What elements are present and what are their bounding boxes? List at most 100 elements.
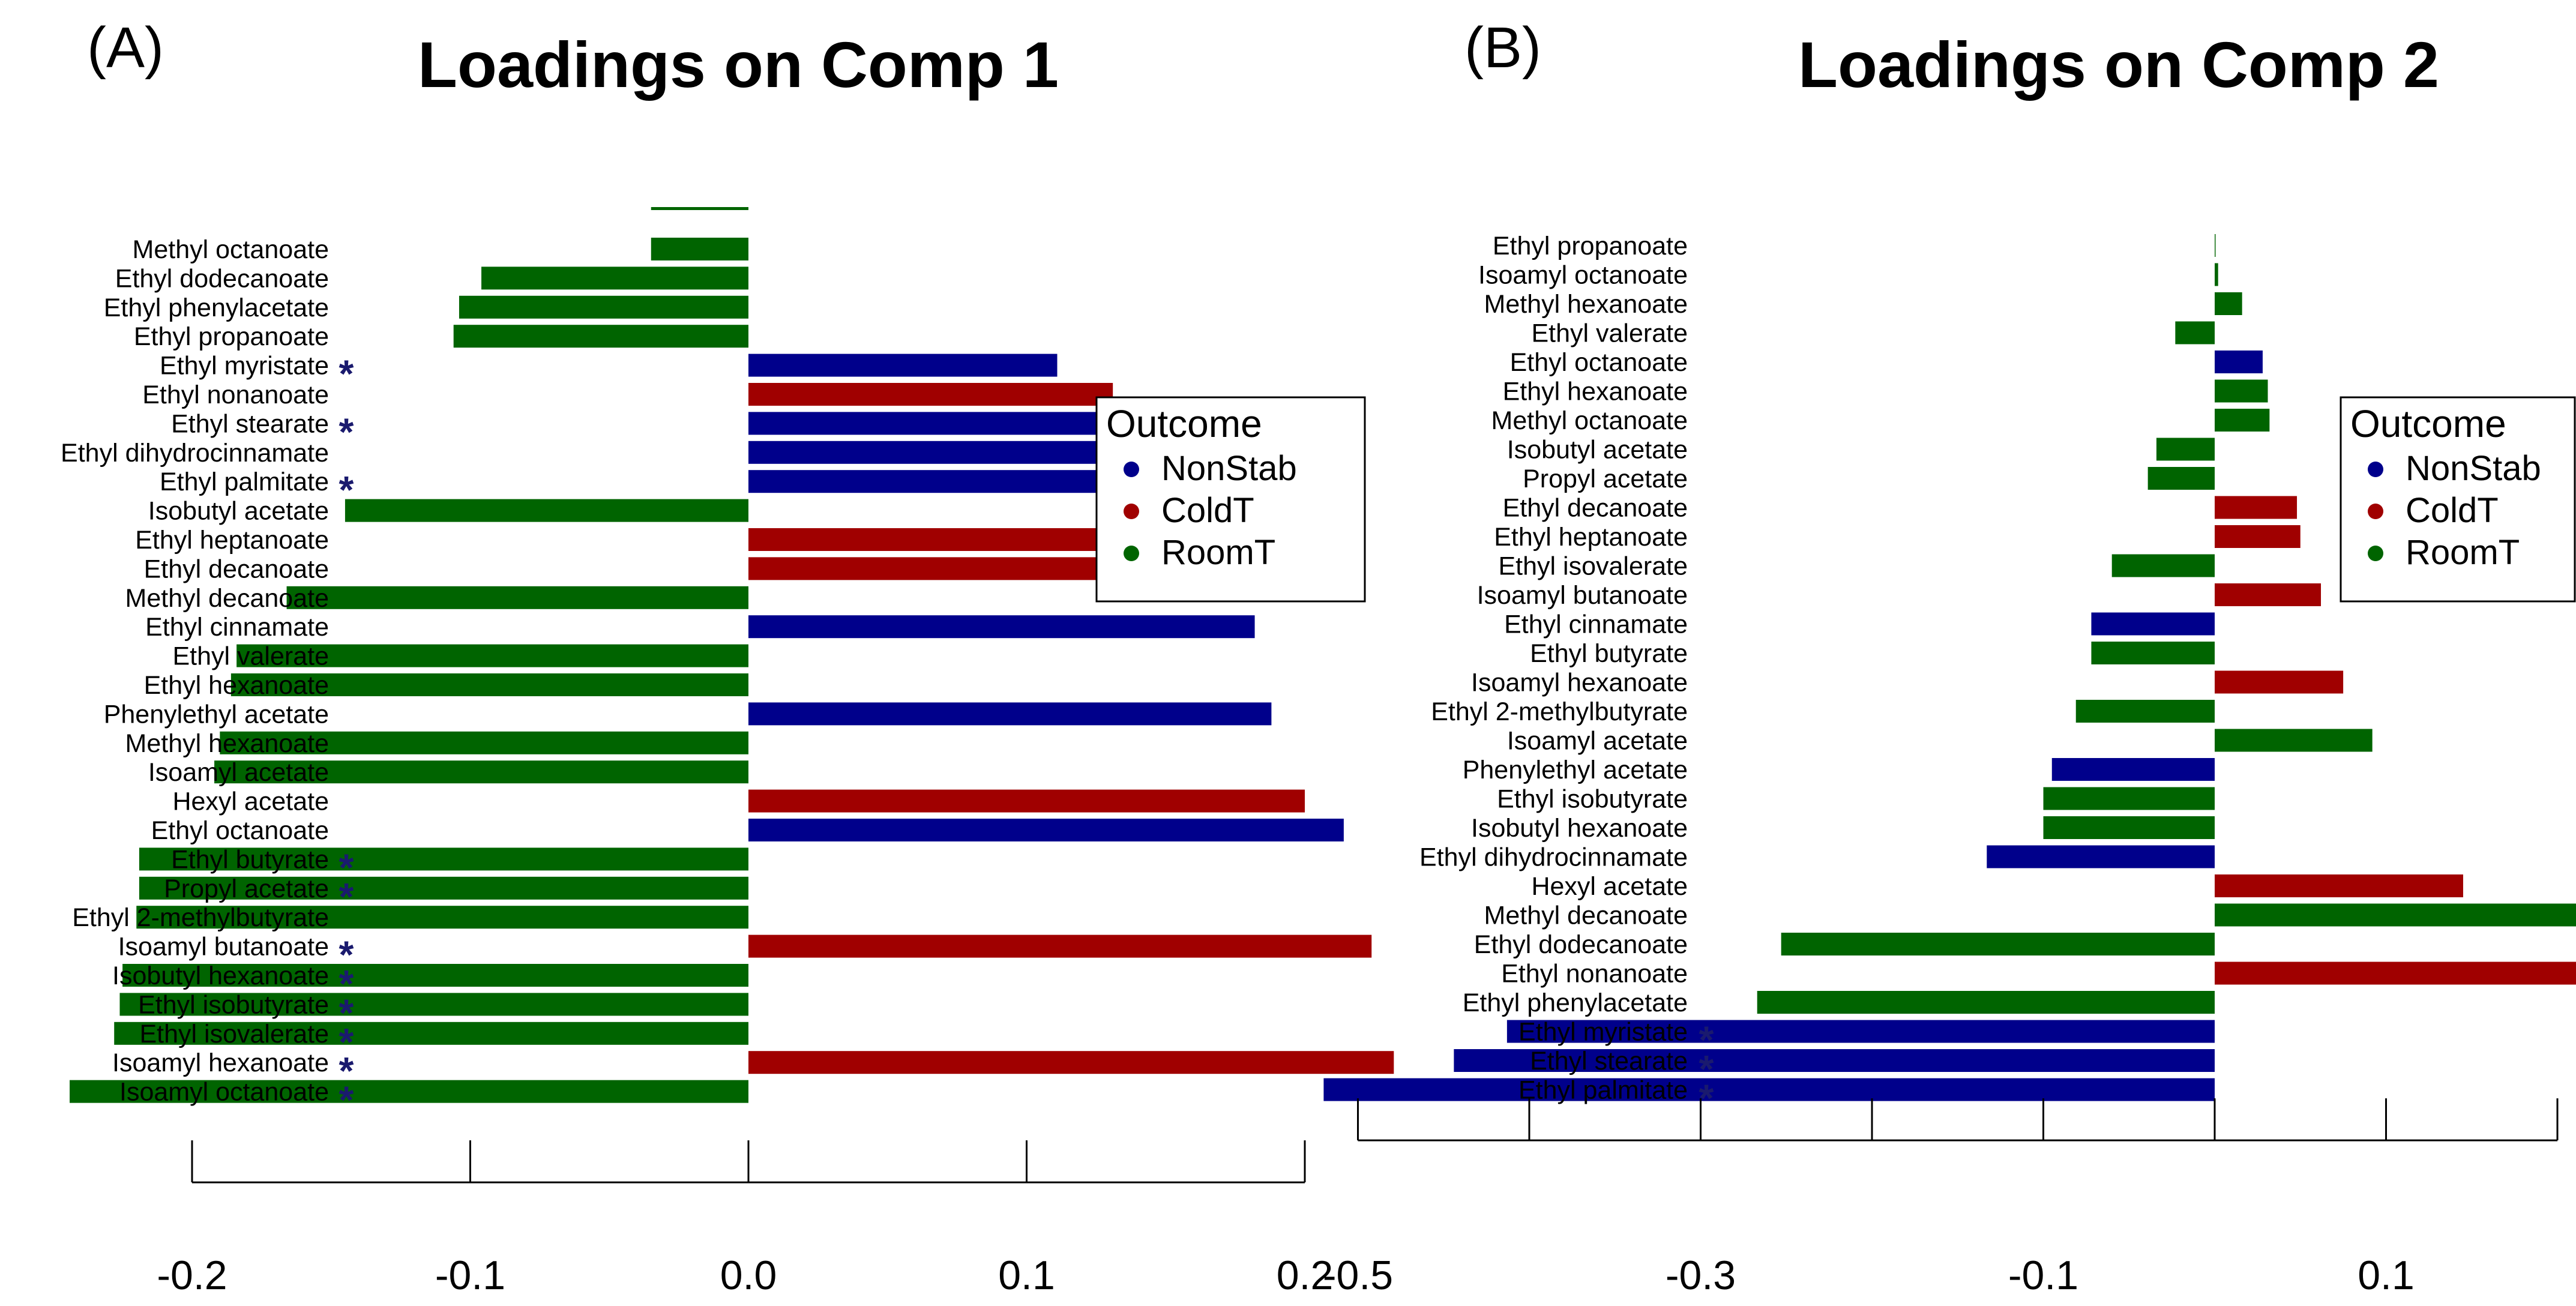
bar	[230, 673, 748, 696]
legend-box	[2340, 396, 2576, 603]
bar	[2075, 700, 2215, 723]
panel-a-title: Loadings on Comp 1	[418, 28, 1059, 101]
bar-label: Ethyl heptanoate	[135, 526, 329, 555]
bar	[1454, 1049, 2215, 1072]
bar	[139, 847, 748, 871]
bar-label: Ethyl heptanoate	[1494, 523, 1688, 552]
bar	[136, 906, 749, 929]
bar	[2215, 379, 2268, 403]
significance-star: *	[339, 1079, 354, 1122]
legend-entry: RoomT	[1161, 533, 1275, 572]
bar-label: Ethyl dodecanoate	[115, 264, 329, 293]
bar-label: Ethyl butyrate	[171, 845, 329, 874]
panel-b-title: Loadings on Comp 2	[1798, 28, 2439, 101]
bar-label: Ethyl 2-methylbutyrate	[72, 903, 329, 932]
bar-label: Ethyl hexanoate	[1503, 378, 1688, 406]
bar	[214, 760, 749, 784]
bar	[345, 499, 748, 522]
bar	[119, 993, 749, 1016]
x-tick-label: -0.3	[1666, 1253, 1736, 1298]
bar-label: Methyl octanoate	[1491, 406, 1688, 435]
bar	[459, 295, 748, 319]
bar	[2043, 787, 2215, 810]
bar-label: Ethyl dihydrocinnamate	[61, 439, 329, 468]
legend-marker	[1124, 546, 1139, 561]
x-tick-label: 0.2	[1277, 1253, 1334, 1298]
bar-label: Ethyl nonanoate	[1501, 960, 1688, 989]
bar-label: Ethyl isobutyrate	[1497, 785, 1688, 814]
bar	[2215, 961, 2576, 985]
bar-label: Isoamyl acetate	[148, 758, 329, 787]
bar-label: Isoamyl butanoate	[118, 933, 329, 961]
bar	[139, 876, 748, 900]
bar	[2215, 292, 2242, 315]
bar	[70, 1080, 748, 1103]
bar-label: Methyl octanoate	[133, 235, 329, 264]
bar-label: Ethyl dihydrocinnamate	[1419, 843, 1688, 872]
legend-entry: ColdT	[2406, 491, 2499, 530]
bar-label: Isoamyl butanoate	[1477, 581, 1688, 610]
bar	[1323, 1078, 2215, 1101]
bar	[748, 441, 1127, 464]
bar	[748, 383, 1113, 406]
panel-b-label: (B)	[1464, 16, 1541, 80]
bar-label: Ethyl cinnamate	[1504, 610, 1688, 639]
bar	[114, 1022, 749, 1045]
legend-entry: ColdT	[1161, 491, 1254, 530]
bar	[1506, 1020, 2215, 1043]
bar	[748, 615, 1255, 639]
legend-marker	[1124, 504, 1139, 519]
bar-label: Ethyl stearate	[171, 409, 329, 438]
legend-title: Outcome	[2350, 402, 2506, 445]
legend-marker	[2368, 504, 2383, 519]
bar	[220, 731, 749, 754]
bar-label: Isobutyl acetate	[1507, 436, 1688, 465]
bar-label: Ethyl isovalerate	[1499, 552, 1688, 581]
legend-marker	[1124, 462, 1139, 477]
bar-label: Ethyl hexanoate	[144, 671, 329, 700]
bar-label: Ethyl isobutyrate	[138, 990, 329, 1019]
bar	[748, 702, 1272, 726]
bar	[481, 266, 748, 290]
bar	[236, 644, 748, 667]
bar-label: Isoamyl octanoate	[119, 1078, 329, 1107]
bar-label: Methyl hexanoate	[125, 729, 329, 758]
bar	[2091, 612, 2215, 636]
panel-b-x-axis: -0.5 -0.3 -0.1 0.1	[1323, 1098, 2559, 1298]
bar	[2175, 321, 2215, 345]
panel-a-label: (A)	[87, 16, 164, 80]
legend-entry: NonStab	[2406, 449, 2541, 488]
bar-label: Ethyl decanoate	[144, 555, 329, 583]
bar-label: Ethyl myristate	[1518, 1018, 1688, 1047]
clipped-bar	[651, 207, 748, 210]
legend-box	[1095, 396, 1366, 603]
bar	[748, 1051, 1394, 1074]
bar-label: Hexyl acetate	[172, 787, 329, 816]
legend-marker	[2368, 546, 2383, 561]
bar	[1987, 845, 2215, 868]
bar-label: Ethyl valerate	[172, 642, 329, 671]
bar-label: Ethyl myristate	[160, 352, 329, 381]
bar	[2215, 670, 2344, 694]
x-tick-label: 0.0	[720, 1253, 777, 1298]
bar	[2215, 525, 2301, 548]
x-tick-label: 0.1	[998, 1253, 1055, 1298]
bar-label: Hexyl acetate	[1531, 872, 1688, 901]
bar-label: Isobutyl hexanoate	[112, 961, 329, 990]
bar-label: Ethyl cinnamate	[145, 613, 329, 642]
significance-star: *	[339, 410, 354, 453]
bar-label: Ethyl dodecanoate	[1474, 930, 1688, 959]
significance-star: *	[339, 352, 354, 396]
legend-title: Outcome	[1106, 402, 1262, 445]
bar-label: Phenylethyl acetate	[104, 700, 329, 729]
x-tick-label: -0.2	[157, 1253, 227, 1298]
bar	[748, 354, 1058, 377]
bar	[748, 934, 1372, 958]
bar	[651, 238, 748, 260]
bar	[2215, 903, 2576, 927]
legend-entry: RoomT	[2406, 533, 2520, 572]
bar-label: Methyl decanoate	[125, 584, 329, 613]
